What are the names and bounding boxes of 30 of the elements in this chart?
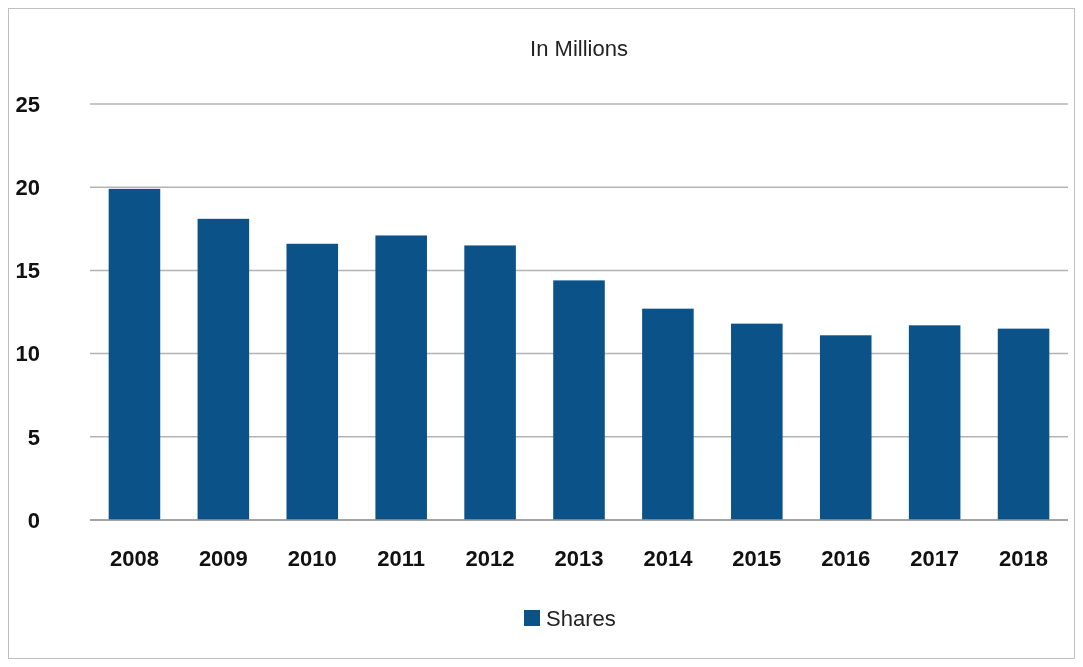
y-tick-label: 0 (27, 507, 40, 533)
bar (286, 243, 339, 520)
chart-title: In Millions (530, 36, 628, 61)
y-tick-label: 10 (15, 341, 40, 367)
x-tick-label: 2015 (732, 546, 782, 571)
bar (108, 188, 161, 520)
x-tick-label: 2017 (910, 546, 960, 571)
bar (464, 245, 516, 520)
x-tick-label: 2014 (643, 546, 694, 571)
bar (553, 280, 605, 520)
bar (731, 323, 783, 520)
x-tick-label: 2012 (465, 546, 515, 571)
x-tick-label: 2016 (821, 546, 871, 571)
x-tick-label: 2013 (554, 546, 604, 571)
y-tick-label: 15 (15, 258, 40, 284)
x-tick-label: 2008 (109, 546, 159, 571)
bar (819, 335, 872, 520)
bar (997, 328, 1050, 520)
x-tick-label: 2018 (999, 546, 1049, 571)
bar (908, 325, 961, 520)
bar (197, 218, 250, 520)
y-tick-label: 20 (15, 174, 40, 200)
bar (642, 308, 694, 520)
x-tick-label: 2011 (377, 546, 426, 571)
x-tick-label: 2009 (198, 546, 248, 571)
bar (375, 235, 427, 520)
x-tick-label: 2010 (287, 546, 337, 571)
y-tick-label: 5 (27, 424, 40, 450)
y-tick-label: 25 (15, 91, 40, 117)
legend-label: Shares (546, 606, 616, 631)
